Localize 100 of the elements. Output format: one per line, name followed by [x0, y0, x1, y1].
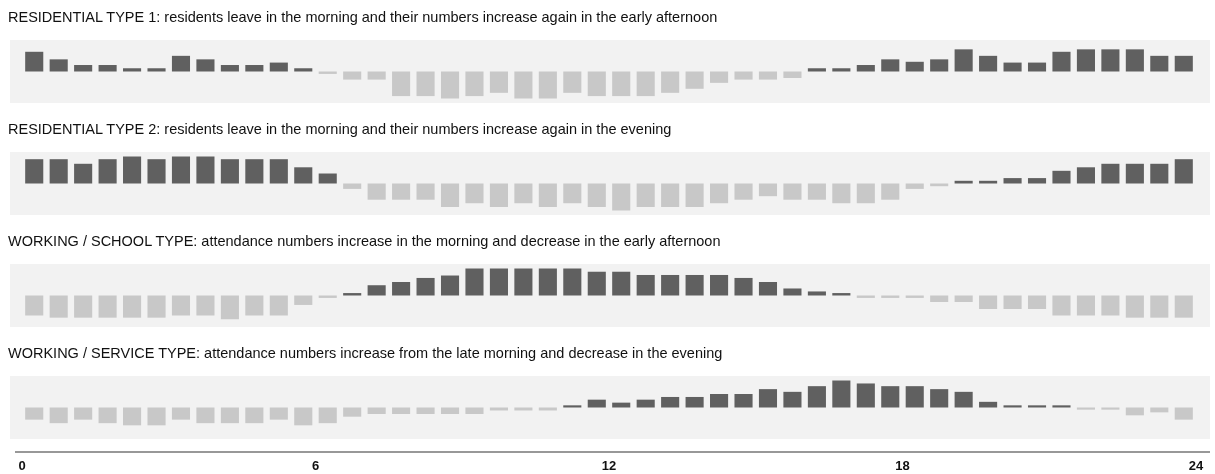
bar — [930, 389, 949, 408]
bar — [318, 407, 337, 424]
bar — [269, 295, 288, 316]
bar — [710, 274, 729, 296]
bar — [954, 180, 973, 184]
bar — [563, 183, 582, 204]
bar — [710, 394, 729, 408]
bar — [587, 183, 606, 207]
bar — [807, 386, 826, 408]
bar — [807, 68, 826, 72]
bar — [74, 65, 93, 72]
bar — [685, 396, 704, 408]
bar — [294, 167, 313, 184]
bar — [1052, 51, 1071, 72]
bar — [1003, 295, 1022, 309]
bar — [343, 293, 362, 296]
bar — [612, 71, 631, 97]
bar — [1101, 295, 1120, 316]
bar — [147, 159, 166, 184]
bar — [758, 389, 778, 408]
bar — [123, 407, 142, 426]
bar — [294, 295, 313, 305]
bar — [1052, 295, 1071, 316]
x-tick-label: 24 — [1188, 458, 1204, 473]
bar — [930, 59, 949, 72]
bar — [269, 159, 288, 184]
bar — [734, 277, 753, 296]
bar — [1003, 405, 1022, 408]
chart-title: RESIDENTIAL TYPE 1: residents leave in the morning and their numbers increase again in the early afternoon — [8, 9, 718, 25]
bar — [392, 71, 411, 97]
bar — [832, 293, 851, 296]
bar — [416, 407, 435, 414]
bar — [538, 71, 557, 99]
bar — [514, 183, 533, 204]
bar — [1076, 167, 1095, 184]
bar — [25, 295, 44, 316]
bar — [734, 183, 753, 200]
bar — [587, 399, 606, 408]
bar — [294, 407, 313, 426]
bar — [245, 65, 264, 72]
bar — [783, 288, 802, 296]
bar — [661, 183, 680, 207]
x-tick-label: 12 — [601, 458, 617, 473]
bar — [489, 183, 508, 207]
bar — [49, 295, 68, 318]
bar — [1101, 163, 1120, 184]
bar — [196, 295, 215, 316]
bar — [416, 277, 435, 296]
bar — [171, 156, 191, 184]
bar — [269, 407, 288, 420]
bar — [1101, 407, 1120, 410]
bar — [979, 180, 998, 184]
bar — [245, 159, 264, 184]
bar — [1027, 178, 1047, 184]
bar — [538, 183, 557, 207]
bar — [954, 295, 973, 302]
bar — [856, 183, 875, 204]
bar — [1076, 407, 1095, 410]
bar — [147, 68, 166, 72]
bar — [587, 71, 606, 97]
bar — [98, 295, 117, 318]
bar — [954, 391, 973, 408]
bar — [343, 407, 362, 417]
bar — [661, 396, 680, 408]
bar — [465, 407, 484, 414]
bar — [440, 275, 460, 296]
bar — [49, 407, 68, 424]
bar — [343, 183, 362, 189]
bar — [465, 268, 484, 296]
bar — [954, 49, 973, 72]
bar — [930, 295, 949, 302]
bar — [1174, 159, 1193, 184]
bar — [123, 156, 142, 184]
bar — [905, 183, 924, 189]
bar — [440, 71, 460, 99]
bar — [563, 268, 582, 296]
bar — [1174, 407, 1193, 420]
bar — [710, 71, 729, 83]
bar — [1027, 405, 1047, 408]
bar — [245, 295, 264, 316]
bar — [661, 274, 680, 296]
bar — [171, 55, 191, 72]
bar — [979, 401, 998, 408]
bar — [587, 271, 606, 296]
bar — [783, 391, 802, 408]
bar — [1174, 55, 1193, 72]
bar — [220, 295, 239, 320]
bar — [636, 274, 655, 296]
bar — [196, 156, 215, 184]
bar — [392, 183, 411, 200]
bar — [171, 407, 191, 420]
bar — [1052, 170, 1071, 184]
bar — [636, 399, 655, 408]
bar — [1125, 163, 1144, 184]
bar — [25, 159, 44, 184]
bar — [636, 71, 655, 97]
bar — [710, 183, 729, 204]
bar — [538, 268, 557, 296]
bar — [269, 62, 288, 72]
bar — [489, 268, 508, 296]
